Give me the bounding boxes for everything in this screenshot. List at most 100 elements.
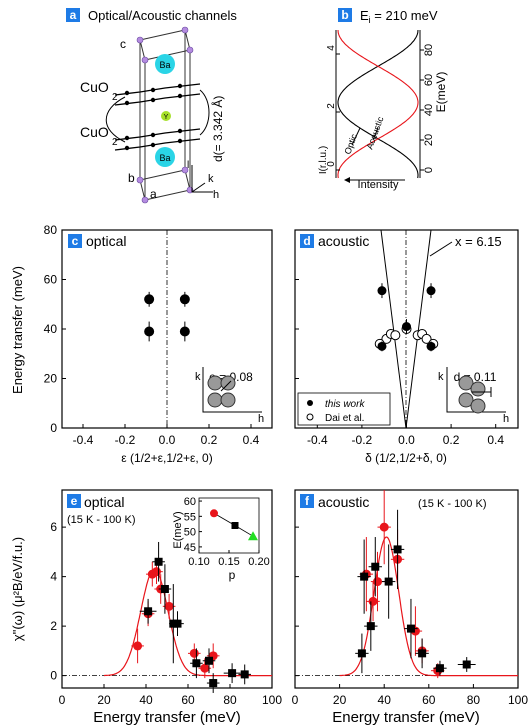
panel-b-title-rest: = 210 meV xyxy=(371,8,438,23)
y-label: Y xyxy=(164,114,169,121)
inset-green-point xyxy=(248,531,258,541)
panel-e-xtick-label: 80 xyxy=(223,693,237,707)
panel-e-xtick-label: 100 xyxy=(262,693,282,707)
panel-f-black-point xyxy=(371,562,380,571)
panel-b-right-tick-label: 40 xyxy=(423,104,435,116)
axis-l-label: l xyxy=(187,160,189,171)
panel-e-frame xyxy=(61,489,273,689)
panel-e-ytick-label: 4 xyxy=(50,570,57,584)
legend-marker-dai xyxy=(306,413,314,421)
panel-c-ticks: -0.4 -0.2 0.0 0.2 0.4 0 20 40 60 80 xyxy=(44,223,260,447)
panel-e-red-point xyxy=(200,663,210,673)
inset-red-point xyxy=(210,509,218,518)
panel-b-title-sub: i xyxy=(369,15,371,25)
panel-f-black-point xyxy=(366,622,375,631)
panel-d-open-point xyxy=(421,333,432,344)
panel-d-xtick-label: -0.4 xyxy=(307,433,328,447)
panel-e-ytick-label: 6 xyxy=(50,520,57,534)
panel-c-inset-axes xyxy=(202,367,262,413)
panel-d-points xyxy=(374,283,439,352)
panel-b-left-tick-label: 2 xyxy=(326,103,337,109)
panel-e-black-point xyxy=(192,659,201,668)
panel-d-line-label: x = 6.15 xyxy=(455,234,502,249)
panel-e-inset-xlabel: p xyxy=(229,568,236,582)
panel-d-point xyxy=(426,286,436,296)
panel-d-dispersion-right xyxy=(405,229,432,429)
ba-label-bottom: Ba xyxy=(159,153,170,163)
panel-e-title: optical xyxy=(84,494,124,510)
panel-e-red-point xyxy=(133,641,143,651)
axis-b-label: b xyxy=(128,171,135,185)
panel-e-red-point xyxy=(189,648,199,658)
panel-e-xtick-label: 20 xyxy=(97,693,111,707)
panel-c-ytick-label: 20 xyxy=(44,372,58,386)
panel-e-plot xyxy=(62,541,272,693)
panel-b-left-tick-label: 0 xyxy=(326,161,337,167)
panel-c-ytick-label: 40 xyxy=(44,322,58,336)
panel-d-ticks: -0.4 -0.2 0.0 0.2 0.4 xyxy=(295,229,504,447)
panel-e-inset: 0.10 0.15 0.20 45 50 55 60 E(meV) p xyxy=(172,496,270,582)
panel-e-ytick-label: 2 xyxy=(50,619,57,633)
panel-f-black-point xyxy=(406,624,415,633)
panel-e-black-point xyxy=(144,607,153,616)
panel-d-open-point xyxy=(390,330,401,341)
panel-c-frame xyxy=(61,229,273,429)
panel-d-xtick-label: 0.2 xyxy=(443,433,460,447)
panel-f-xtick-label: 60 xyxy=(422,693,436,707)
panel-c-xtick-label: -0.2 xyxy=(115,433,136,447)
panel-d-xtick-label: 0.0 xyxy=(398,433,415,447)
panel-f-red-point xyxy=(379,522,389,532)
panel-e-inset-plot: 0.10 0.15 0.20 45 50 55 60 xyxy=(184,496,270,568)
panel-b-ylabel-right: E(meV) xyxy=(434,72,448,113)
panel-d: d acoustic x = 6.15 -0.4 -0.2 0.0 0.2 0.4 δ … xyxy=(294,229,519,465)
panel-f: f acoustic (15 K - 100 K) 0 20 40 60 80 100 E… xyxy=(292,489,528,726)
d-spacing-label: d(= 3.342 Å) xyxy=(210,96,225,162)
panel-b-right-tick-label: 80 xyxy=(423,44,435,56)
panel-c-xlabel: ε (1/2+ε,1/2+ε, 0) xyxy=(121,451,212,465)
panel-e-inset-ylabel: E(meV) xyxy=(172,511,184,548)
inset-xtick-label: 0.10 xyxy=(188,556,209,568)
panel-b-curves xyxy=(337,29,419,179)
panel-b-title-e: E xyxy=(360,8,369,23)
panel-e-xtick-label: 60 xyxy=(181,693,195,707)
panel-b-tag: b xyxy=(341,8,348,22)
panel-d-xlabel: δ (1/2,1/2+δ, 0) xyxy=(365,451,447,465)
panel-b-xlabel: Intensity xyxy=(358,179,399,191)
panel-c-points xyxy=(144,291,190,342)
panel-d-point xyxy=(377,286,387,296)
panel-f-tag: f xyxy=(305,494,310,508)
panel-f-plot xyxy=(295,490,518,679)
panel-c-point xyxy=(144,294,155,305)
panel-d-tag: d xyxy=(303,234,310,248)
panel-f-xtick-label: 20 xyxy=(333,693,347,707)
panel-e-ylabel: χ"(ω) (μ²B/eV/f.u.) xyxy=(10,537,25,641)
panel-c-xtick-label: 0.0 xyxy=(159,433,176,447)
panel-e: e optical (15 K - 100 K) 0 20 40 60 80 100 0 2 4… xyxy=(10,489,282,726)
inset-ytick-label: 55 xyxy=(184,511,196,523)
panel-b-tag-bg xyxy=(338,8,352,22)
panel-b-arrowhead xyxy=(344,177,350,183)
panel-d-inset-k: k xyxy=(438,371,444,383)
panel-c-xtick-label: 0.2 xyxy=(201,433,218,447)
panel-b-ylabel-left: I(r.l.u.) xyxy=(318,146,329,174)
panel-e-black-point xyxy=(209,679,218,688)
ba-atom-top xyxy=(155,54,175,74)
cuo2-bracket xyxy=(105,96,126,143)
panel-f-xtick-label: 100 xyxy=(508,693,528,707)
axis-a-label: a xyxy=(150,187,157,201)
panel-b-left-tick-label: 4 xyxy=(326,45,337,51)
panel-d-inset-h: h xyxy=(503,413,509,425)
panel-e-black-point xyxy=(160,585,169,593)
panel-b: b Ei = 210 meV 0 20 40 60 80 0 2 4 E(meV) I(r.l… xyxy=(318,8,448,191)
panel-c-tag-bg xyxy=(68,234,82,248)
panel-e-ticks: 0 20 40 60 80 100 0 2 4 6 xyxy=(50,520,282,707)
ba-atom-bottom xyxy=(155,147,175,167)
legend-box xyxy=(297,392,391,426)
panel-c-inset-vector xyxy=(220,380,232,392)
panel-e-black-point xyxy=(205,656,213,665)
panel-f-black-point xyxy=(357,649,366,658)
panel-e-black-point xyxy=(154,557,163,566)
panel-b-black-curve xyxy=(337,29,419,179)
panel-c-ytick-label: 0 xyxy=(50,421,57,435)
